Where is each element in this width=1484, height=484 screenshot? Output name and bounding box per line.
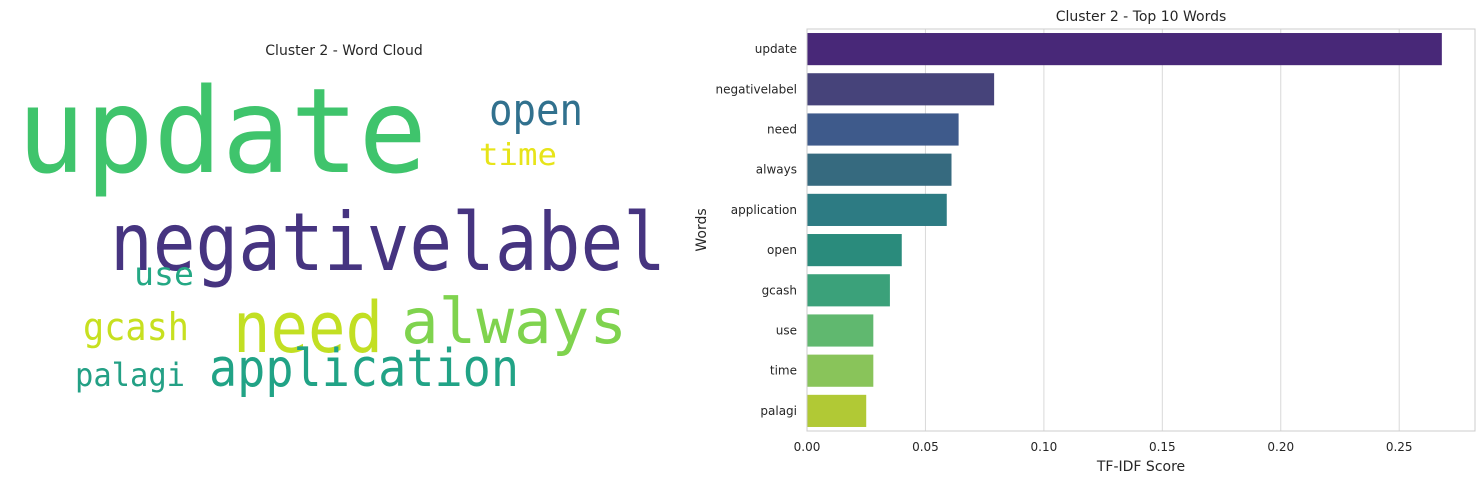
- bar-use: [807, 314, 874, 347]
- word-cloud-word-palagi: palagi: [75, 356, 185, 394]
- y-tick-label: always: [756, 163, 797, 177]
- y-tick-labels: update negativelabel need always application…: [715, 42, 797, 418]
- y-tick-label: need: [767, 123, 797, 137]
- y-tick-label: time: [770, 364, 797, 378]
- word-cloud-word-negativelabel: negativelabel: [110, 196, 666, 289]
- bar-application: [807, 193, 947, 226]
- bar-negativelabel: [807, 73, 995, 106]
- x-tick-label: 0.15: [1149, 440, 1176, 454]
- word-cloud-word-need: need: [233, 287, 383, 369]
- y-tick-label: gcash: [762, 283, 797, 297]
- x-tick-label: 0.05: [912, 440, 939, 454]
- bar-chart-panel: Cluster 2 - Top 10 Words update negativel…: [694, 9, 1476, 475]
- word-cloud-word-always: always: [401, 285, 627, 358]
- bar-always: [807, 153, 952, 186]
- y-tick-label: application: [731, 203, 797, 217]
- x-tick-label: 0.20: [1267, 440, 1294, 454]
- bar-gcash: [807, 274, 890, 307]
- bar-update: [807, 33, 1442, 66]
- word-cloud-word-update: update: [17, 62, 427, 200]
- bar-open: [807, 234, 902, 267]
- bar-time: [807, 354, 874, 387]
- x-tick-label: 0.00: [794, 440, 821, 454]
- word-cloud-word-time: time: [479, 138, 557, 173]
- y-tick-label: negativelabel: [715, 82, 797, 96]
- y-tick-label: use: [776, 324, 797, 338]
- x-tick-label: 0.10: [1031, 440, 1058, 454]
- y-tick-label: palagi: [760, 404, 797, 418]
- bar-chart-title: Cluster 2 - Top 10 Words: [1056, 9, 1227, 25]
- word-cloud-word-open: open: [489, 85, 583, 136]
- bar-palagi: [807, 394, 867, 427]
- x-axis-label: TF-IDF Score: [1096, 459, 1185, 475]
- word-cloud-title: Cluster 2 - Word Cloud: [265, 43, 422, 59]
- y-tick-label: update: [755, 42, 797, 56]
- word-cloud-word-gcash: gcash: [83, 305, 189, 349]
- y-tick-label: open: [767, 243, 797, 257]
- axes-frame: [806, 28, 1476, 432]
- word-cloud-word-use: use: [134, 255, 194, 293]
- bars: [807, 33, 1442, 427]
- x-tick-label: 0.25: [1386, 440, 1413, 454]
- bar-need: [807, 113, 959, 146]
- x-tick-labels: 0.00 0.05 0.10 0.15 0.20 0.25: [794, 440, 1413, 454]
- word-cloud-word-application: application: [209, 339, 519, 399]
- y-axis-label: Words: [694, 208, 710, 251]
